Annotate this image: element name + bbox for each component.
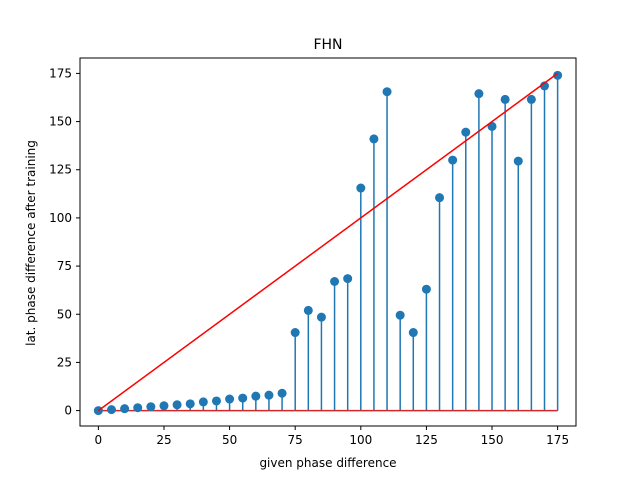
y-tick-label: 75 bbox=[57, 259, 72, 273]
y-tick-label: 50 bbox=[57, 307, 72, 321]
stem-marker bbox=[435, 193, 445, 203]
x-tick-label: 125 bbox=[415, 433, 438, 447]
y-tick-label: 125 bbox=[49, 163, 72, 177]
stem-marker bbox=[448, 155, 458, 165]
y-tick-label: 175 bbox=[49, 66, 72, 80]
reference-line bbox=[97, 72, 559, 412]
stem-marker bbox=[474, 89, 484, 99]
x-tick-label: 150 bbox=[481, 433, 504, 447]
stem-marker bbox=[290, 328, 300, 338]
x-tick-label: 50 bbox=[222, 433, 237, 447]
x-axis-label: given phase difference bbox=[259, 456, 396, 470]
x-tick-label: 75 bbox=[288, 433, 303, 447]
stem-marker bbox=[395, 310, 405, 320]
x-tick-label: 175 bbox=[546, 433, 569, 447]
stem-marker bbox=[172, 400, 182, 410]
stem-marker bbox=[316, 312, 326, 322]
y-axis-label: lat. phase difference after training bbox=[24, 140, 38, 346]
x-tick-label: 25 bbox=[156, 433, 171, 447]
stem-marker bbox=[133, 403, 143, 413]
axes: 0 25 50 75 100 125 150 175 0 25 50 75 100 125 150 175 bbox=[49, 57, 577, 447]
stem-marker bbox=[343, 274, 353, 284]
y-tick-label: 25 bbox=[57, 355, 72, 369]
stem-marker bbox=[185, 399, 195, 409]
y-tick-label: 100 bbox=[49, 211, 72, 225]
stem-marker bbox=[356, 183, 366, 193]
stem-marker bbox=[421, 284, 431, 294]
stem-marker bbox=[513, 156, 523, 166]
stem-marker bbox=[553, 70, 563, 80]
stem-marker bbox=[106, 405, 116, 415]
stem-marker bbox=[330, 276, 340, 286]
stem-marker bbox=[277, 388, 287, 398]
stem-marker bbox=[198, 397, 208, 407]
stem-marker bbox=[540, 81, 550, 91]
stem-marker bbox=[238, 393, 248, 403]
stem-marker bbox=[159, 401, 169, 411]
y-tick-label: 0 bbox=[64, 404, 72, 418]
plot-area bbox=[93, 70, 563, 416]
x-tick-label: 100 bbox=[349, 433, 372, 447]
stem-marker bbox=[526, 94, 536, 104]
stem-marker bbox=[500, 94, 510, 104]
stem-marker bbox=[251, 391, 261, 401]
chart-title: FHN bbox=[313, 37, 342, 53]
stem-marker bbox=[408, 328, 418, 338]
stem-marker bbox=[146, 402, 156, 412]
stem-marker bbox=[264, 390, 274, 400]
stem-marker bbox=[120, 404, 130, 414]
stem-marker bbox=[303, 305, 313, 315]
stem-marker bbox=[225, 394, 235, 404]
stem-marker bbox=[382, 87, 392, 97]
axes-frame bbox=[79, 57, 577, 427]
stem-marker bbox=[211, 396, 221, 406]
y-tick-label: 150 bbox=[49, 115, 72, 129]
x-tick-label: 0 bbox=[95, 433, 103, 447]
stem-marker bbox=[461, 127, 471, 137]
stem-marker bbox=[369, 134, 379, 144]
